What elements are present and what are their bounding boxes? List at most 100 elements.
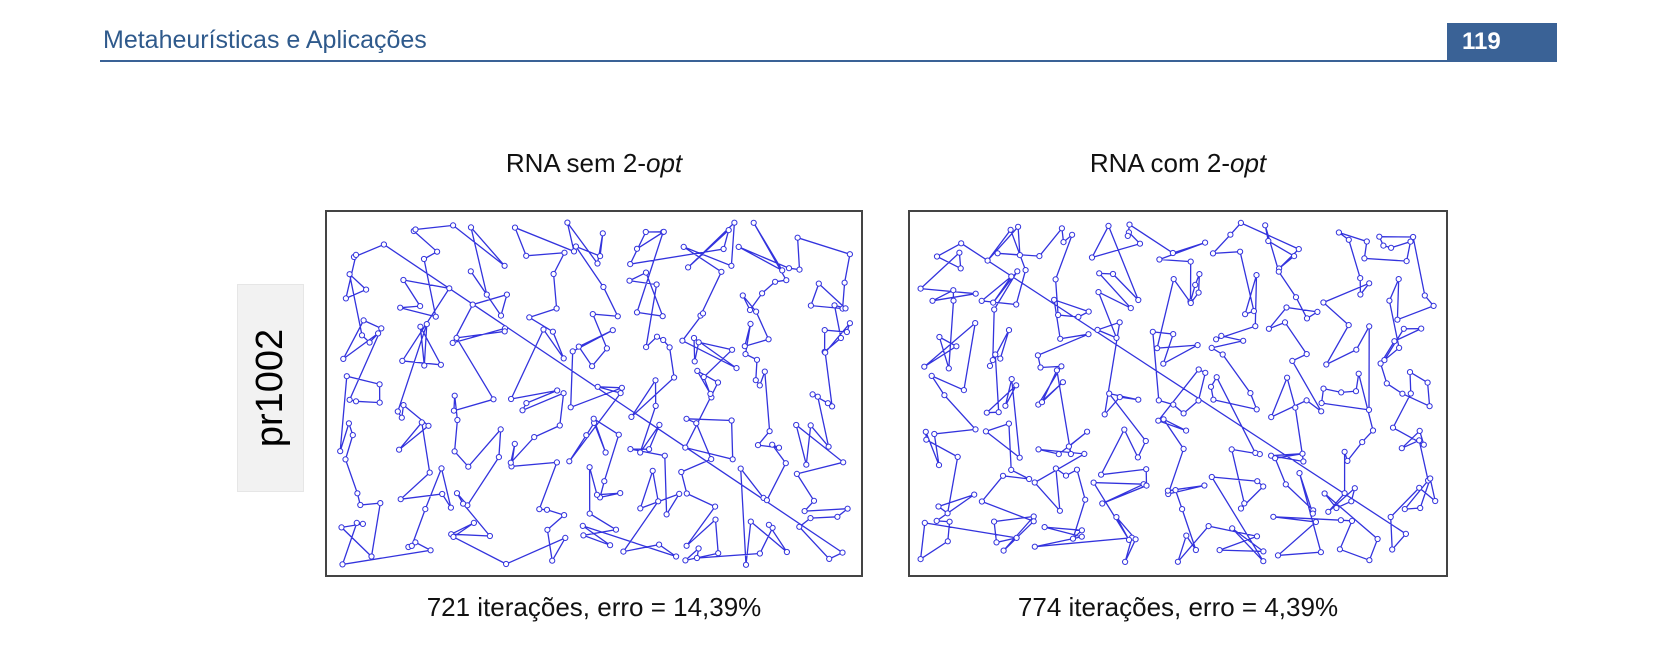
- city-node: [396, 446, 403, 453]
- city-node: [564, 219, 571, 226]
- city-node: [633, 309, 641, 316]
- city-node: [497, 426, 504, 433]
- city-node: [1170, 331, 1177, 338]
- city-node: [747, 320, 754, 328]
- city-node: [793, 470, 800, 477]
- city-node: [1395, 276, 1402, 283]
- city-node: [1377, 360, 1384, 367]
- city-node: [1417, 504, 1424, 512]
- city-node: [990, 299, 997, 306]
- city-node: [1320, 299, 1327, 306]
- city-node: [936, 333, 943, 341]
- city-node: [769, 441, 776, 448]
- city-node: [779, 267, 786, 274]
- city-node: [507, 459, 514, 466]
- city-node: [753, 308, 760, 315]
- city-node: [1051, 296, 1058, 303]
- city-node: [1000, 547, 1007, 554]
- city-node: [1085, 308, 1092, 315]
- city-node: [746, 306, 754, 314]
- city-node: [352, 251, 360, 259]
- city-node: [1430, 302, 1437, 310]
- city-node: [652, 377, 659, 384]
- city-node: [1078, 527, 1085, 534]
- city-node: [1134, 454, 1141, 461]
- city-node: [1195, 397, 1202, 404]
- city-node: [1031, 479, 1038, 486]
- city-node: [1058, 225, 1065, 232]
- city-node: [683, 542, 690, 549]
- city-nodes: [337, 219, 854, 568]
- city-node: [997, 355, 1004, 362]
- city-node: [1034, 352, 1042, 359]
- city-node: [1228, 446, 1235, 453]
- city-node: [561, 249, 568, 256]
- city-node: [753, 356, 761, 363]
- city-node: [695, 339, 702, 346]
- city-node: [569, 348, 576, 355]
- panel-title-italic: opt: [646, 148, 683, 178]
- city-node: [408, 542, 415, 549]
- city-node: [1180, 410, 1187, 417]
- city-node: [673, 553, 680, 560]
- city-node: [995, 409, 1002, 416]
- city-node: [1121, 426, 1128, 433]
- city-node: [1149, 328, 1156, 335]
- city-node: [1057, 335, 1064, 342]
- city-node: [972, 426, 979, 433]
- city-node: [840, 459, 847, 466]
- city-node: [680, 243, 687, 251]
- city-node: [1075, 313, 1082, 321]
- city-node: [1296, 470, 1303, 477]
- city-node: [718, 268, 725, 275]
- city-node: [446, 285, 453, 292]
- city-node: [1195, 289, 1202, 296]
- city-node: [1126, 221, 1133, 228]
- city-node: [801, 508, 808, 515]
- city-node: [1122, 558, 1129, 565]
- city-node: [1085, 331, 1092, 338]
- city-node: [1333, 504, 1340, 512]
- city-node: [1213, 336, 1220, 343]
- city-node: [720, 245, 727, 253]
- city-node: [1314, 308, 1321, 316]
- city-node: [649, 467, 656, 474]
- city-node: [450, 222, 457, 229]
- city-node: [417, 323, 424, 330]
- city-node: [1164, 487, 1171, 494]
- city-node: [346, 271, 353, 278]
- city-node: [400, 402, 407, 409]
- city-node: [349, 432, 356, 439]
- city-node: [602, 449, 609, 456]
- city-node: [368, 553, 375, 560]
- city-node: [1260, 483, 1267, 490]
- city-node: [1275, 268, 1282, 275]
- city-node: [685, 264, 692, 271]
- city-node: [1099, 500, 1106, 507]
- city-node: [679, 337, 686, 344]
- city-node: [447, 504, 455, 511]
- city-node: [953, 343, 960, 350]
- city-node: [821, 327, 828, 334]
- city-node: [1016, 454, 1023, 461]
- city-node: [1116, 394, 1123, 401]
- city-node: [583, 432, 590, 439]
- city-node: [599, 230, 606, 237]
- city-node: [829, 403, 836, 410]
- city-node: [1357, 275, 1364, 282]
- page-number-badge: 119: [1447, 23, 1557, 61]
- city-node: [1366, 323, 1373, 330]
- city-node: [1069, 231, 1076, 238]
- city-node: [1169, 249, 1176, 257]
- city-node: [352, 398, 360, 405]
- tour-path: [339, 221, 851, 566]
- city-node: [467, 224, 475, 231]
- city-node: [1088, 254, 1096, 261]
- city-node: [575, 343, 582, 350]
- city-node: [1410, 233, 1417, 241]
- city-node: [782, 460, 789, 467]
- city-node: [1418, 325, 1425, 332]
- city-node: [765, 336, 772, 343]
- city-node: [1253, 533, 1261, 540]
- city-node: [460, 500, 467, 507]
